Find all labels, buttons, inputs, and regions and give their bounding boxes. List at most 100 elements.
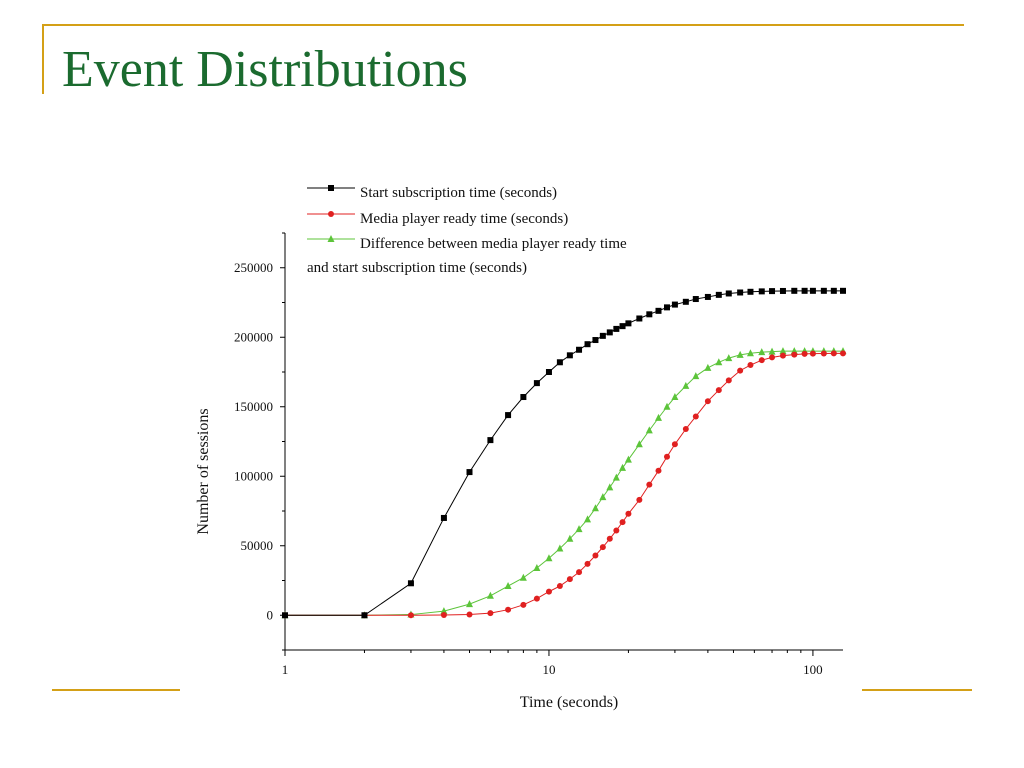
data-point-start-subscription [791,287,798,294]
data-point-start-subscription [606,329,613,336]
data-point-media-player-ready [840,350,846,357]
data-point-media-player-ready [692,413,699,420]
data-point-difference [545,554,553,562]
data-point-difference [599,493,607,501]
data-point-start-subscription [407,580,414,587]
data-point-difference [779,347,787,355]
data-point-difference [736,350,744,358]
data-point-difference [566,534,574,542]
data-point-difference [645,426,653,434]
data-point-start-subscription [576,346,583,353]
data-point-media-player-ready [747,362,754,369]
data-point-start-subscription [613,325,620,332]
series-line-start-subscription [285,290,843,616]
legend-label-start-subscription: Start subscription time (seconds) [360,185,557,201]
data-point-start-subscription [769,288,776,295]
data-point-media-player-ready [613,527,620,534]
data-point-difference [466,600,474,608]
data-point-difference [758,348,766,356]
footer-rule-right [862,689,972,691]
data-point-media-player-ready [592,552,599,559]
data-point-difference [591,504,599,512]
data-point-start-subscription [663,304,670,311]
data-point-media-player-ready [671,441,678,448]
data-point-media-player-ready [791,351,798,358]
data-point-start-subscription [487,437,494,444]
x-tick-label: 100 [803,662,823,677]
data-point-difference [486,591,494,599]
data-point-start-subscription [556,359,563,366]
x-tick-label: 1 [282,662,289,677]
y-tick-label: 0 [267,607,274,622]
data-point-media-player-ready [820,350,827,357]
data-point-start-subscription [466,469,473,476]
data-point-media-player-ready [682,425,689,432]
data-point-start-subscription [737,289,744,296]
data-point-difference [671,393,679,401]
data-point-start-subscription [505,412,512,419]
data-point-difference [440,607,448,615]
data-point-media-player-ready [566,576,573,583]
event-distribution-chart: 0 50000 100000 150000 200000 250000 1 10 100 Time… [195,185,847,711]
data-point-media-player-ready [625,510,632,517]
data-point-media-player-ready [779,352,786,359]
y-tick-label: 200000 [234,329,273,344]
data-point-media-player-ready [556,583,563,590]
data-point-media-player-ready [758,357,765,364]
data-point-difference [575,525,583,533]
data-point-start-subscription [779,287,786,294]
series-line-difference [285,350,843,616]
data-point-media-player-ready [584,560,591,567]
data-point-difference [612,473,620,481]
legend-label-difference-line2: and start subscription time (seconds) [307,260,527,276]
legend-label-media-player-ready: Media player ready time (seconds) [360,211,568,227]
data-point-start-subscription [592,337,599,344]
data-point-start-subscription [545,369,552,375]
data-point-start-subscription [533,380,540,387]
data-point-start-subscription [619,323,626,330]
frame-left-rule [42,24,44,94]
y-tick-label: 50000 [241,538,274,553]
data-point-start-subscription [820,287,827,294]
data-point-difference [519,573,527,581]
data-point-difference [504,582,512,590]
data-point-difference [619,463,627,471]
data-point-media-player-ready [440,611,447,618]
data-point-difference [746,349,754,357]
data-point-start-subscription [671,301,678,308]
y-tick-label: 150000 [234,399,273,414]
x-axis-label: Time (seconds) [520,694,619,711]
legend-marker-media-player-ready [328,211,334,217]
data-point-difference [682,381,690,389]
data-point-media-player-ready [520,601,527,608]
data-point-start-subscription [809,287,816,294]
data-point-media-player-ready [646,481,653,488]
y-tick-label: 250000 [234,260,273,275]
slide-title: Event Distributions [62,41,468,98]
data-point-start-subscription [584,341,591,348]
data-point-start-subscription [801,287,808,294]
data-point-media-player-ready [545,588,552,595]
data-point-media-player-ready [619,519,626,526]
data-point-media-player-ready [606,535,613,542]
data-point-media-player-ready [466,611,473,618]
data-point-media-player-ready [725,377,732,384]
data-point-media-player-ready [576,569,583,576]
data-point-start-subscription [646,311,653,318]
data-point-media-player-ready [407,612,414,619]
data-point-start-subscription [715,291,722,298]
data-point-difference [704,363,712,371]
data-point-media-player-ready [715,387,722,394]
footer-rule-left [52,689,180,691]
data-point-media-player-ready [809,350,816,357]
data-point-media-player-ready [769,354,776,361]
data-point-start-subscription [636,315,643,322]
data-point-media-player-ready [663,453,670,460]
data-point-start-subscription [625,320,632,327]
data-point-start-subscription [840,287,846,294]
data-point-difference [768,347,776,355]
data-point-difference [692,372,700,380]
data-point-start-subscription [682,298,689,305]
data-point-difference [556,544,564,552]
data-point-start-subscription [704,293,711,300]
